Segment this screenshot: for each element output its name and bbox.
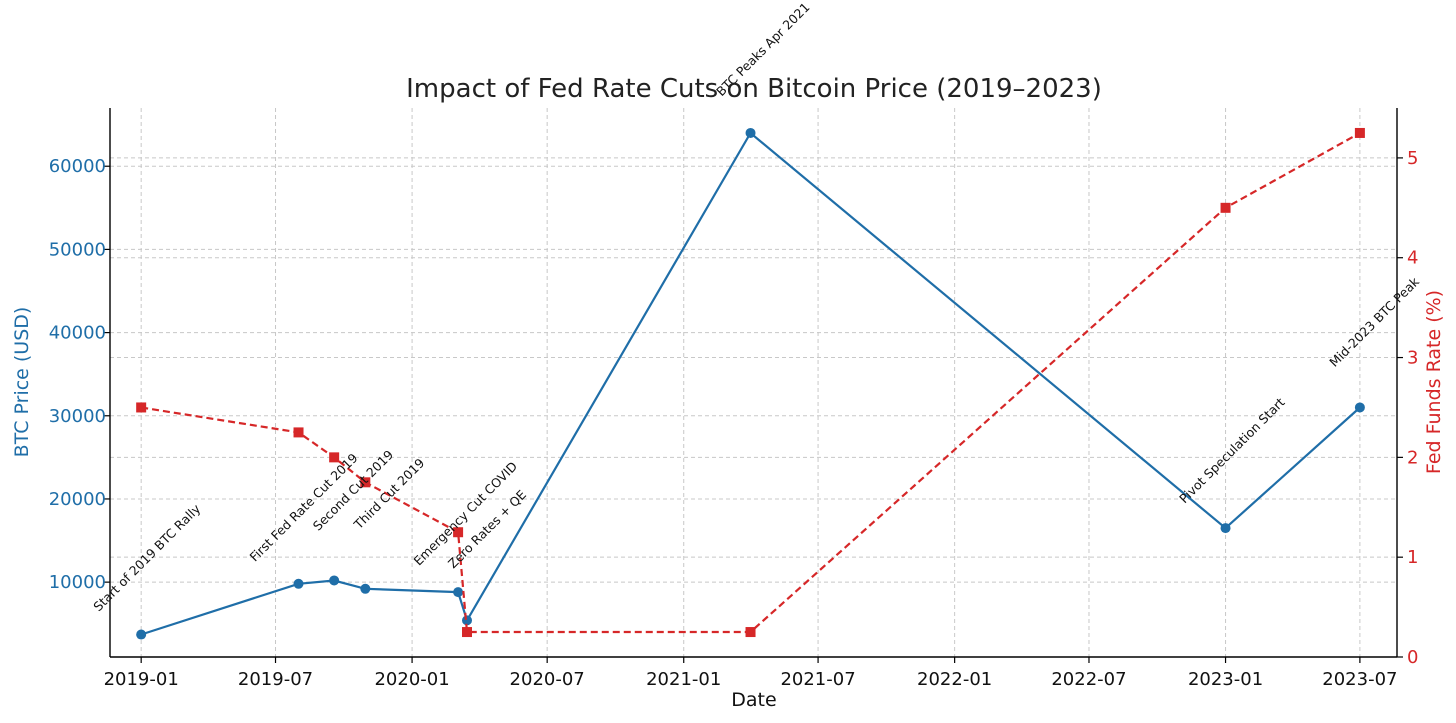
fed-rate-point	[360, 477, 371, 488]
btc-price-point	[462, 615, 473, 626]
btc-price-point	[745, 127, 756, 138]
y-left-axis-label: BTC Price (USD)	[11, 307, 33, 458]
y-right-axis-label: Fed Funds Rate (%)	[1423, 290, 1445, 474]
fed-rate-point	[1220, 202, 1231, 213]
y-left-tick-label: 20000	[49, 489, 106, 510]
y-left-tick-label: 10000	[49, 572, 106, 593]
btc-price-point	[1354, 402, 1365, 413]
fed-rate-point	[745, 627, 756, 638]
btc-price-point	[1220, 523, 1231, 534]
x-tick-label: 2021-07	[780, 669, 855, 690]
x-tick-label: 2019-01	[104, 669, 179, 690]
btc-price-point	[360, 583, 371, 594]
y-right-tick-label: 0	[1407, 647, 1418, 668]
fed-rate-point	[293, 427, 304, 438]
btc-price-point	[293, 578, 304, 589]
x-tick-label: 2020-01	[374, 669, 449, 690]
fed-rate-point	[329, 452, 340, 463]
x-tick-label: 2023-01	[1188, 669, 1263, 690]
x-tick-label: 2020-07	[510, 669, 585, 690]
y-left-tick-label: 60000	[49, 156, 106, 177]
y-left-tick-label: 50000	[49, 239, 106, 260]
btc-price-point	[329, 575, 340, 586]
fed-rate-line	[141, 132, 1361, 634]
btc-price-point	[453, 587, 464, 598]
series-layer	[136, 127, 1365, 640]
btc-price-line	[140, 131, 1361, 636]
btc-price-point	[136, 629, 147, 640]
y-right-tick-label: 4	[1407, 248, 1418, 269]
y-right-tick-label: 3	[1407, 348, 1418, 369]
x-tick-label: 2022-01	[917, 669, 992, 690]
annotation-label: Pivot Speculation Start	[1176, 395, 1288, 507]
chart-title: Impact of Fed Rate Cuts on Bitcoin Price…	[406, 74, 1102, 104]
y-right-tick-label: 1	[1407, 547, 1418, 568]
annotation-label: Third Cut 2019	[350, 455, 427, 532]
annotation-label: Start of 2019 BTC Rally	[90, 501, 203, 614]
fed-rate-point	[462, 627, 473, 638]
x-tick-label: 2023-07	[1322, 669, 1397, 690]
x-tick-label: 2022-07	[1051, 669, 1126, 690]
grid-layer	[110, 108, 1397, 658]
y-right-tick-label: 2	[1407, 447, 1418, 468]
x-tick-label: 2021-01	[646, 669, 721, 690]
fed-rate-point	[136, 402, 147, 413]
fed-rate-point	[453, 527, 464, 538]
y-left-tick-label: 30000	[49, 406, 106, 427]
fed-rate-point	[1354, 127, 1365, 138]
axes-layer: 2019-01 2019-07 2020-01 2020-07 2021-01 2021-…	[49, 108, 1418, 690]
x-tick-label: 2019-07	[238, 669, 313, 690]
x-axis-label: Date	[731, 689, 776, 711]
y-right-tick-label: 5	[1407, 148, 1418, 169]
y-left-tick-label: 40000	[49, 323, 106, 344]
